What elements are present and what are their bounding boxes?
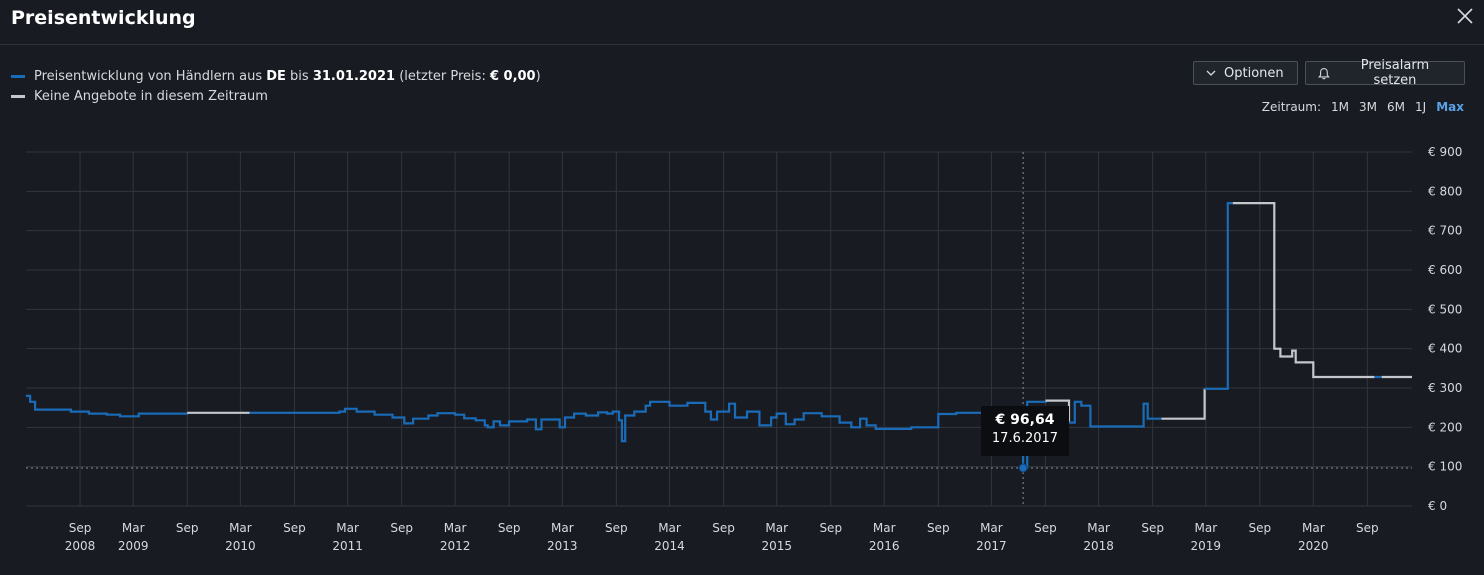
x-tick-label-month: Sep — [1249, 521, 1272, 535]
price-marker-point — [1018, 463, 1028, 473]
y-tick-label: € 900 — [1428, 145, 1462, 159]
x-tick-label-month: Sep — [819, 521, 842, 535]
legend-swatch-no-offers — [11, 94, 25, 98]
no-offers-line-7 — [1232, 202, 1375, 379]
legend-swatch-offers — [11, 74, 25, 78]
price-line-2 — [249, 400, 1047, 469]
x-tick-label-year: 2010 — [225, 539, 256, 553]
x-tick-label-year: 2013 — [547, 539, 578, 553]
range-option-3m[interactable]: 3M — [1359, 100, 1378, 114]
range-option-max[interactable]: Max — [1436, 100, 1464, 114]
y-tick-label: € 700 — [1428, 224, 1462, 238]
price-alarm-button[interactable]: Preisalarm setzen — [1305, 58, 1465, 88]
dialog-title: Preisentwicklung — [11, 7, 196, 29]
x-tick-label-year: 2008 — [65, 539, 96, 553]
options-button-label: Optionen — [1224, 65, 1284, 81]
x-tick-label-year: 2009 — [118, 539, 149, 553]
tooltip-price: € 96,64 — [995, 412, 1055, 428]
no-offers-line-3 — [1045, 399, 1071, 423]
x-tick-label-month: Mar — [229, 521, 252, 535]
x-tick-label-year: 2017 — [976, 539, 1007, 553]
no-offers-line-5 — [1161, 388, 1206, 420]
x-tick-label-year: 2012 — [440, 539, 471, 553]
x-tick-label-month: Mar — [980, 521, 1003, 535]
x-tick-label-month: Mar — [122, 521, 145, 535]
x-tick-label-year: 2011 — [332, 539, 363, 553]
x-tick-label-month: Sep — [605, 521, 628, 535]
x-tick-label-month: Mar — [873, 521, 896, 535]
x-tick-label-month: Sep — [498, 521, 521, 535]
range-option-1m[interactable]: 1M — [1331, 100, 1350, 114]
price-line-6 — [1204, 202, 1233, 390]
legend-label-offers: Preisentwicklung von Händlern aus DE bis… — [34, 68, 541, 84]
legend-country: DE — [266, 68, 286, 84]
x-tick-label-month: Mar — [1302, 521, 1325, 535]
y-tick-label: € 200 — [1428, 420, 1462, 434]
price-tooltip: € 96,64 17.6.2017 — [981, 406, 1069, 456]
legend-label-no-offers: Keine Angebote in diesem Zeitraum — [34, 88, 268, 104]
x-tick-label-month: Mar — [1194, 521, 1217, 535]
y-tick-label: € 800 — [1428, 184, 1462, 198]
x-tick-label-year: 2016 — [869, 539, 900, 553]
x-tick-label-month: Mar — [765, 521, 788, 535]
y-tick-label: € 400 — [1428, 342, 1462, 356]
x-tick-label-year: 2014 — [654, 539, 685, 553]
time-range-selector: Zeitraum: 1M 3M 6M 1J Max — [1262, 100, 1464, 114]
x-tick-label-month: Sep — [390, 521, 413, 535]
x-tick-label-month: Mar — [336, 521, 359, 535]
x-tick-label-year: 2015 — [761, 539, 792, 553]
dialog-header: Preisentwicklung — [0, 0, 1484, 45]
range-option-1j[interactable]: 1J — [1415, 100, 1427, 114]
x-tick-label-month: Mar — [658, 521, 681, 535]
price-alarm-button-label: Preisalarm setzen — [1360, 58, 1430, 88]
options-button[interactable]: Optionen — [1193, 61, 1298, 85]
bell-icon — [1318, 67, 1330, 79]
x-tick-label-month: Sep — [176, 521, 199, 535]
legend-last-price: € 0,00 — [489, 68, 536, 84]
x-tick-label-month: Sep — [1034, 521, 1057, 535]
x-tick-label-month: Sep — [927, 521, 950, 535]
x-tick-label-year: 2020 — [1298, 539, 1329, 553]
price-line-0 — [26, 394, 189, 418]
y-tick-label: € 300 — [1428, 381, 1462, 395]
x-tick-label-year: 2018 — [1083, 539, 1114, 553]
time-range-label: Zeitraum: — [1261, 100, 1322, 114]
x-tick-label-month: Sep — [283, 521, 306, 535]
x-tick-label-month: Sep — [1356, 521, 1379, 535]
price-line-4 — [1069, 400, 1162, 428]
x-tick-label-year: 2019 — [1191, 539, 1222, 553]
x-tick-label-month: Sep — [1141, 521, 1164, 535]
chart-legend: Preisentwicklung von Händlern aus DE bis… — [11, 66, 541, 106]
legend-date: 31.01.2021 — [312, 68, 396, 84]
close-icon[interactable] — [1454, 5, 1476, 27]
x-tick-label-month: Sep — [712, 521, 735, 535]
x-tick-label-month: Mar — [1087, 521, 1110, 535]
price-chart: € 0 € 100 € 200 € 300 € 400 € 500 € 600 € 700 € … — [26, 145, 1462, 553]
range-option-6m[interactable]: 6M — [1387, 100, 1406, 114]
x-tick-label-month: Sep — [69, 521, 92, 535]
y-tick-label: € 600 — [1428, 263, 1462, 277]
chevron-down-icon — [1206, 70, 1216, 76]
y-tick-label: € 0 — [1428, 499, 1447, 513]
y-tick-label: € 100 — [1428, 460, 1462, 474]
legend-item-no-offers[interactable]: Keine Angebote in diesem Zeitraum — [11, 86, 541, 106]
legend-item-offers[interactable]: Preisentwicklung von Händlern aus DE bis… — [11, 66, 541, 86]
x-tick-label-month: Mar — [551, 521, 574, 535]
tooltip-date: 17.6.2017 — [991, 431, 1059, 446]
x-tick-label-month: Mar — [444, 521, 467, 535]
y-tick-label: € 500 — [1428, 302, 1462, 316]
